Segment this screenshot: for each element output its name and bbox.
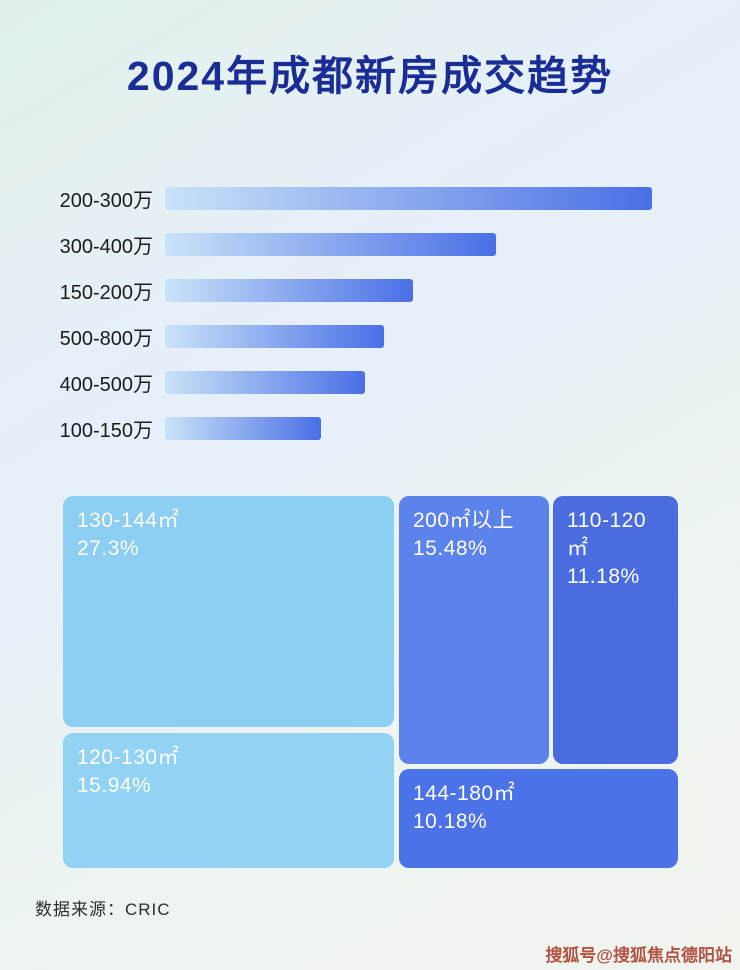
bar-track [165, 187, 652, 210]
bar-row: 400-500万 [35, 371, 670, 396]
bar-category-label: 300-400万 [59, 236, 153, 258]
bar-fill [165, 279, 414, 302]
treemap-block-label: 200㎡以上 [413, 509, 515, 532]
area-share-treemap: 130-144㎡ 27.3% 200㎡以上 15.48% 110-120㎡ 11… [63, 496, 678, 868]
treemap-block-label: 110-120㎡ [567, 509, 647, 560]
bar-row: 300-400万 [35, 233, 670, 258]
page-title: 2024年成都新房成交趋势 [126, 53, 614, 99]
treemap-block-144-180: 144-180㎡ 10.18% [399, 769, 678, 868]
treemap-block-130-144: 130-144㎡ 27.3% [63, 496, 394, 727]
bar-row: 500-800万 [35, 325, 670, 350]
bar-fill [165, 417, 321, 440]
treemap-block-value: 11.18% [567, 565, 640, 588]
data-source-label: 数据来源：CRIC [35, 900, 171, 919]
treemap-block-value: 27.3% [77, 537, 140, 560]
bar-fill [165, 371, 365, 394]
treemap-block-label: 144-180㎡ [413, 782, 516, 805]
bar-fill [165, 187, 652, 210]
bar-row: 100-150万 [35, 417, 670, 442]
bar-category-label: 100-150万 [59, 420, 153, 442]
treemap-block-label: 120-130㎡ [77, 746, 180, 769]
treemap-block-200-plus: 200㎡以上 15.48% [399, 496, 549, 764]
bar-row: 200-300万 [35, 187, 670, 212]
bar-track [165, 233, 652, 256]
bar-category-label: 400-500万 [59, 374, 153, 396]
bar-fill [165, 233, 497, 256]
price-range-bar-chart: 200-300万 300-400万 150-200万 500-800万 400- [35, 187, 670, 463]
bar-fill [165, 325, 385, 348]
bar-track [165, 279, 652, 302]
bar-track [165, 417, 652, 440]
bar-category-label: 200-300万 [59, 190, 153, 212]
treemap-block-110-120: 110-120㎡ 11.18% [553, 496, 678, 764]
treemap-block-value: 15.48% [413, 537, 488, 560]
bar-track [165, 325, 652, 348]
watermark-text: 搜狐号@搜狐焦点德阳站 [545, 946, 732, 965]
bar-category-label: 150-200万 [59, 282, 153, 304]
bar-category-label: 500-800万 [59, 328, 153, 350]
treemap-block-label: 130-144㎡ [77, 509, 180, 532]
bar-track [165, 371, 652, 394]
bar-row: 150-200万 [35, 279, 670, 304]
treemap-block-120-130: 120-130㎡ 15.94% [63, 733, 394, 868]
treemap-block-value: 15.94% [77, 774, 152, 797]
treemap-block-value: 10.18% [413, 810, 488, 833]
